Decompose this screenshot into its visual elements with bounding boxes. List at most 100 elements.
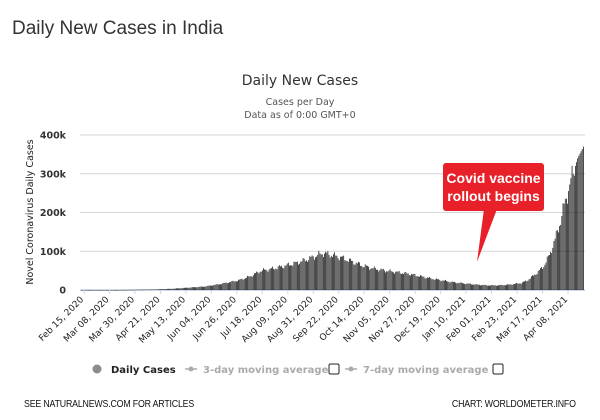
bar [214,284,216,290]
bar [269,268,271,290]
bar [528,279,530,290]
bar [535,274,537,290]
bar [492,285,494,290]
y-tick-label: 100k [40,247,67,258]
bar [318,250,320,290]
bar [333,254,334,290]
bar [106,289,107,291]
bar [560,224,562,290]
bar [328,254,330,290]
bar [431,279,433,290]
bar [407,273,409,290]
bar [94,289,96,291]
bar [493,285,495,290]
bar [369,269,371,290]
bar [232,280,234,290]
bar [139,289,141,291]
bar [429,277,430,290]
bar [245,278,246,290]
bar [451,281,453,290]
checkbox-7-day-average[interactable] [492,363,504,375]
bar [420,275,421,290]
legend-item-3-day-average[interactable]: 3-day moving average [185,365,329,376]
bar [229,282,230,290]
bar [402,273,403,290]
bars [81,146,584,291]
bar [527,280,529,290]
bar [154,289,156,290]
bar [136,289,138,291]
bar [427,277,428,290]
bar [537,270,539,290]
bar [150,289,151,291]
bar [180,288,182,290]
bar [438,279,440,290]
footer-source-articles: SEE NATURALNEWS.COM FOR ARTICLES [24,399,195,410]
bar [197,287,199,290]
bar [332,257,333,290]
bar [543,267,545,290]
bar [240,278,242,290]
bar [202,286,203,290]
bar [122,289,124,291]
bar [265,269,267,290]
legend-label-7-day-average: 7-day moving average [363,365,489,376]
bar [491,284,493,290]
bar [502,285,504,290]
bar [583,146,584,291]
bar [480,285,481,290]
checkbox-3-day-average[interactable] [328,363,340,375]
legend-item-7-day-average[interactable]: 7-day moving average [345,365,489,376]
bar [323,257,324,290]
bar [387,271,389,290]
bar [81,290,82,291]
bar [155,289,157,290]
bar [193,287,194,290]
bar [443,280,445,290]
bar [312,256,314,290]
bar [213,285,215,290]
bar [212,285,213,290]
bar [301,261,303,290]
bar [524,281,525,290]
bar [163,289,165,290]
bar [183,287,185,290]
legend-item-daily-cases[interactable]: Daily Cases [92,364,176,377]
bar [317,254,319,290]
bar [95,289,97,291]
bar [573,175,575,290]
bar [142,289,143,291]
bar [529,278,531,290]
bar [551,253,553,290]
bar [239,279,241,290]
bar [313,259,315,290]
bar [330,255,332,290]
bar [277,266,279,290]
bar [263,268,264,290]
bar [458,283,460,290]
bar [484,284,486,290]
bar [234,281,236,290]
bar [546,256,548,290]
bar [414,274,416,290]
bar [419,276,420,290]
bar [483,285,485,290]
bar [249,276,251,290]
bar [96,289,98,291]
bar [385,272,386,290]
bar [169,288,170,290]
bar [309,256,311,290]
bar [542,268,544,290]
bar [485,285,487,290]
circle-marker-icon [92,364,102,374]
bar [395,271,397,290]
bar [564,198,566,290]
bar [225,282,227,290]
bar [168,288,169,290]
bar [541,267,542,290]
bar [371,268,373,290]
line-marker-dot [348,366,354,372]
bar [378,271,380,290]
bar [188,287,190,290]
bar [98,289,99,291]
